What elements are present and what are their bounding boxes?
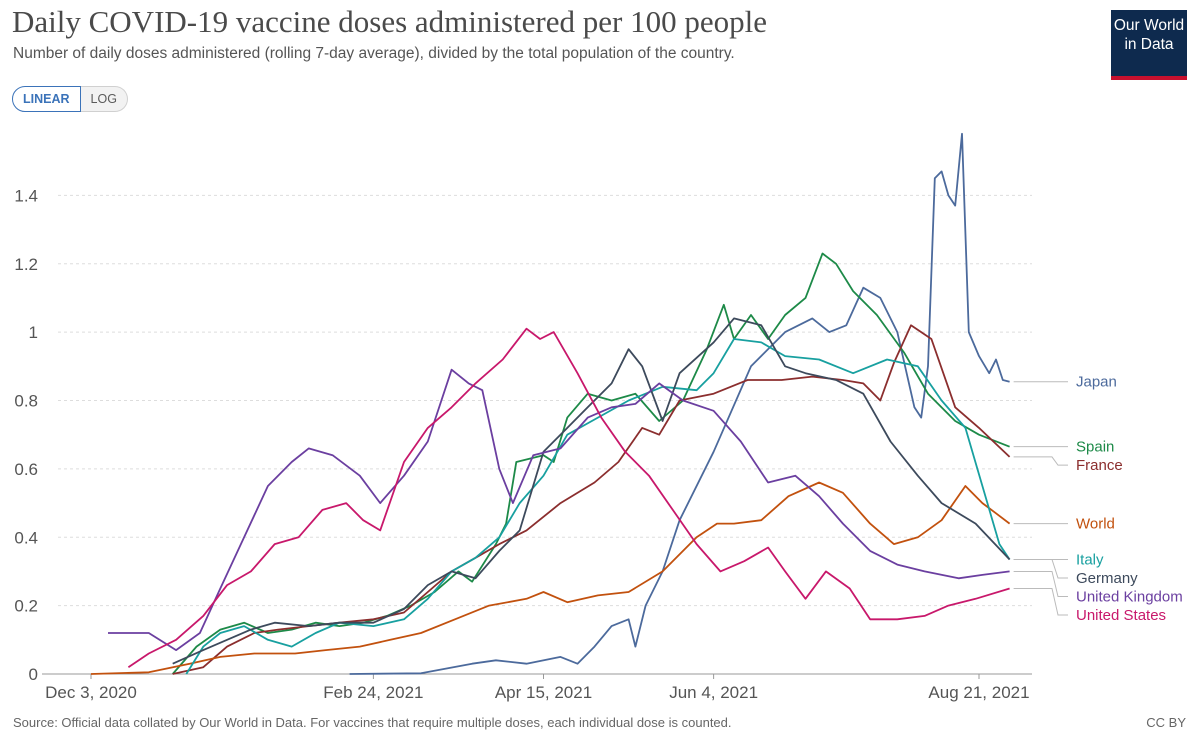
y-tick-label: 0.4	[14, 528, 38, 547]
series-line-world	[90, 481, 1011, 675]
y-tick-label: 0.2	[14, 597, 38, 616]
series-label-italy: Italy	[1076, 551, 1104, 568]
linear-scale-button[interactable]: LINEAR	[12, 86, 81, 112]
series-label-japan: Japan	[1076, 374, 1117, 391]
y-tick-label: 1.4	[14, 186, 38, 205]
y-tick-label: 0.8	[14, 392, 38, 411]
series-line-united-states	[127, 327, 1010, 668]
x-tick-label: Dec 3, 2020	[45, 683, 137, 702]
y-tick-label: 1.2	[14, 255, 38, 274]
chart-subtitle: Number of daily doses administered (roll…	[13, 45, 735, 62]
log-scale-button[interactable]: LOG	[80, 86, 128, 112]
logo-line-2: in Data	[1124, 36, 1174, 53]
chart-title: Daily COVID-19 vaccine doses administere…	[12, 4, 767, 39]
series-label-world: World	[1076, 516, 1115, 533]
series-line-japan	[349, 132, 1010, 675]
x-tick-label: Feb 24, 2021	[323, 683, 423, 702]
label-connector-germany	[1013, 558, 1068, 579]
series-line-germany	[172, 317, 1011, 665]
label-connector-united-states	[1013, 588, 1068, 616]
owid-logo[interactable]: Our World in Data	[1111, 10, 1187, 80]
x-tick-label: Apr 15, 2021	[495, 683, 592, 702]
series-line-france	[172, 324, 1011, 675]
series-label-france: France	[1076, 457, 1123, 474]
series-line-italy	[185, 338, 1011, 675]
y-tick-label: 1	[29, 323, 38, 342]
x-tick-label: Jun 4, 2021	[669, 683, 758, 702]
license-link[interactable]: CC BY	[1146, 715, 1186, 730]
label-connector-france	[1013, 456, 1068, 466]
x-tick-label: Aug 21, 2021	[928, 683, 1029, 702]
series-label-united-kingdom: United Kingdom	[1076, 588, 1183, 605]
series-label-united-states: United States	[1076, 607, 1166, 624]
series-label-germany: Germany	[1076, 570, 1138, 587]
series-line-united-kingdom	[108, 368, 1010, 651]
y-tick-label: 0.6	[14, 460, 38, 479]
y-tick-label: 0	[29, 665, 38, 684]
series-line-spain	[172, 252, 1010, 675]
label-connector-united-kingdom	[1013, 570, 1068, 597]
series-label-spain: Spain	[1076, 439, 1114, 456]
scale-toggle: LINEAR LOG	[12, 86, 128, 112]
logo-line-1: Our World	[1113, 17, 1185, 34]
source-note: Source: Official data collated by Our Wo…	[13, 715, 732, 730]
